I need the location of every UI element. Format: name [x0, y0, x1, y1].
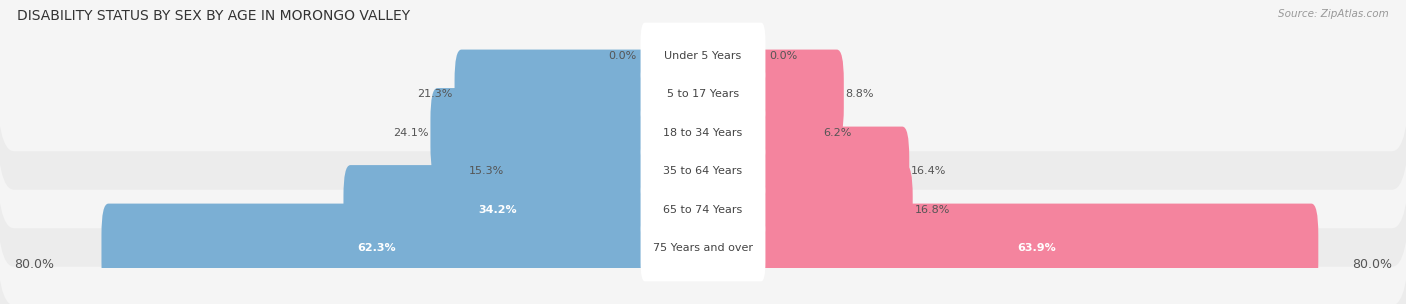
Text: Source: ZipAtlas.com: Source: ZipAtlas.com [1278, 9, 1389, 19]
Text: 63.9%: 63.9% [1017, 243, 1056, 253]
Text: 80.0%: 80.0% [1353, 258, 1392, 271]
Text: 0.0%: 0.0% [607, 51, 637, 61]
FancyBboxPatch shape [0, 0, 1406, 190]
FancyBboxPatch shape [0, 37, 1406, 228]
Text: Under 5 Years: Under 5 Years [665, 51, 741, 61]
Text: 0.0%: 0.0% [769, 51, 799, 61]
Text: 75 Years and over: 75 Years and over [652, 243, 754, 253]
Text: 18 to 34 Years: 18 to 34 Years [664, 128, 742, 138]
Text: 80.0%: 80.0% [14, 258, 53, 271]
FancyBboxPatch shape [641, 177, 765, 243]
FancyBboxPatch shape [454, 50, 652, 139]
FancyBboxPatch shape [754, 50, 844, 139]
Text: 21.3%: 21.3% [418, 89, 453, 99]
FancyBboxPatch shape [641, 22, 765, 89]
Text: 62.3%: 62.3% [357, 243, 396, 253]
FancyBboxPatch shape [754, 165, 912, 254]
Text: 24.1%: 24.1% [394, 128, 429, 138]
FancyBboxPatch shape [754, 126, 910, 216]
Text: 16.4%: 16.4% [911, 166, 946, 176]
Text: 15.3%: 15.3% [470, 166, 505, 176]
FancyBboxPatch shape [506, 126, 652, 216]
FancyBboxPatch shape [641, 138, 765, 204]
FancyBboxPatch shape [0, 153, 1406, 304]
Text: 6.2%: 6.2% [823, 128, 852, 138]
FancyBboxPatch shape [343, 165, 652, 254]
FancyBboxPatch shape [641, 61, 765, 127]
Text: 34.2%: 34.2% [478, 205, 517, 215]
FancyBboxPatch shape [430, 88, 652, 178]
Text: 35 to 64 Years: 35 to 64 Years [664, 166, 742, 176]
FancyBboxPatch shape [641, 100, 765, 166]
FancyBboxPatch shape [641, 215, 765, 282]
FancyBboxPatch shape [0, 0, 1406, 151]
FancyBboxPatch shape [754, 88, 821, 178]
FancyBboxPatch shape [754, 204, 1319, 293]
Text: 16.8%: 16.8% [914, 205, 950, 215]
Text: 8.8%: 8.8% [845, 89, 875, 99]
FancyBboxPatch shape [101, 204, 652, 293]
FancyBboxPatch shape [0, 76, 1406, 267]
FancyBboxPatch shape [0, 114, 1406, 304]
Text: 5 to 17 Years: 5 to 17 Years [666, 89, 740, 99]
Text: DISABILITY STATUS BY SEX BY AGE IN MORONGO VALLEY: DISABILITY STATUS BY SEX BY AGE IN MORON… [17, 9, 411, 23]
Text: 65 to 74 Years: 65 to 74 Years [664, 205, 742, 215]
